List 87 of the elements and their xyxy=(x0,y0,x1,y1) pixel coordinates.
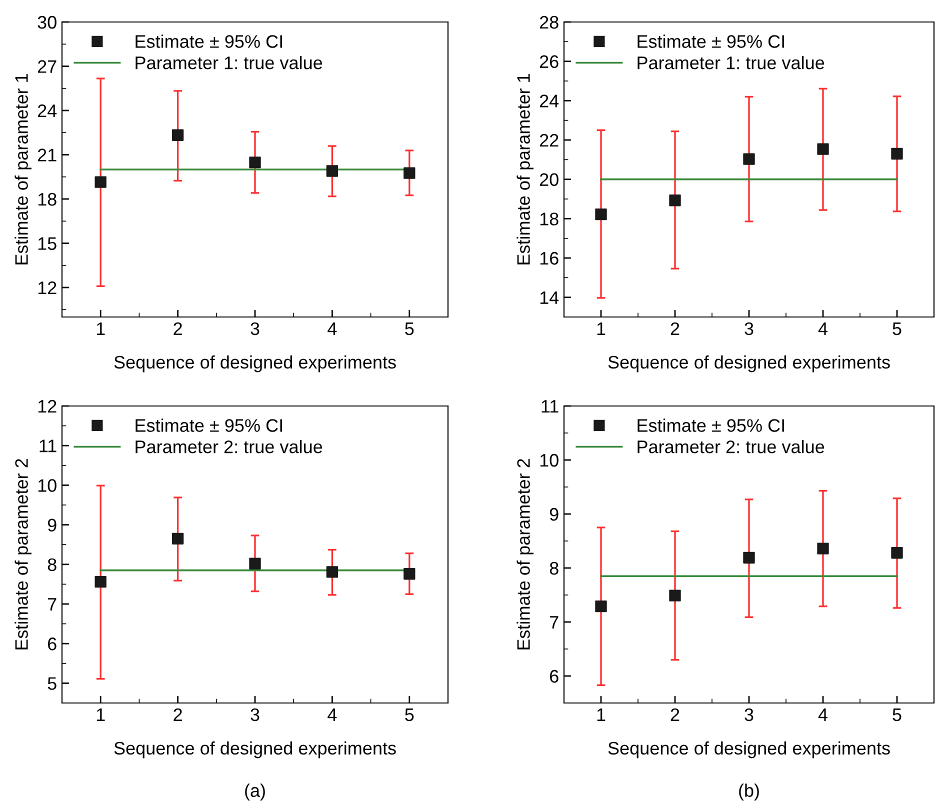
point xyxy=(817,542,829,554)
x-axis-title: Sequence of designed experiments xyxy=(114,741,396,758)
y-tick-label: 24 xyxy=(540,94,559,108)
point xyxy=(743,153,755,165)
point xyxy=(326,165,338,177)
y-tick-label: 16 xyxy=(540,252,558,265)
y-axis-title: Estimate of parameter 2 xyxy=(14,459,32,650)
y-axis-title: Estimate of parameter 1 xyxy=(14,74,32,264)
point xyxy=(891,547,903,559)
x-tick-label: 3 xyxy=(744,322,754,336)
y-tick-label: 7 xyxy=(48,598,56,611)
y-tick-label: 12 xyxy=(38,281,56,294)
y-tick-label: 6 xyxy=(550,670,558,683)
legend-label: Estimate ± 95% CI xyxy=(638,34,784,48)
y-tick-label: 9 xyxy=(550,508,558,521)
y-tick-label: 27 xyxy=(38,60,56,73)
point xyxy=(404,568,416,580)
point xyxy=(817,143,829,155)
y-tick-label: 12 xyxy=(38,400,56,413)
x-tick-label: 2 xyxy=(670,322,680,335)
x-tick-label: 5 xyxy=(892,708,902,722)
point xyxy=(891,148,903,160)
y-tick-label: 10 xyxy=(38,479,56,492)
y-tick-label: 9 xyxy=(48,518,56,532)
y-tick-label: 22 xyxy=(540,134,558,147)
y-tick-label: 8 xyxy=(48,558,56,572)
x-tick-label: 5 xyxy=(405,708,414,722)
x-tick-label: 1 xyxy=(597,708,606,721)
text: (a) xyxy=(245,784,265,801)
legend-label: Estimate ± 95% CI xyxy=(136,418,282,432)
y-tick-label: 6 xyxy=(48,638,56,650)
y-tick-label: 7 xyxy=(550,616,558,629)
y-tick-label: 24 xyxy=(38,104,57,118)
x-tick-label: 3 xyxy=(744,708,754,722)
legend-label: Estimate ± 95% CI xyxy=(136,34,282,48)
x-tick-label: 1 xyxy=(597,322,606,335)
y-tick-label: 14 xyxy=(540,291,559,304)
y-tick-label: 28 xyxy=(540,16,558,29)
y-tick-label: 11 xyxy=(542,400,558,413)
x-tick-label: 1 xyxy=(96,708,105,721)
x-tick-label: 3 xyxy=(250,708,260,722)
x-tick-label: 5 xyxy=(405,322,414,336)
x-tick-label: 5 xyxy=(892,322,902,336)
text: (b) xyxy=(739,784,759,801)
x-tick-label: 4 xyxy=(818,708,828,721)
y-axis-title: Estimate of parameter 2 xyxy=(516,459,534,650)
y-tick-label: 8 xyxy=(550,562,558,575)
x-tick-label: 3 xyxy=(250,322,260,336)
point xyxy=(249,156,261,168)
point xyxy=(172,129,184,141)
x-tick-label: 2 xyxy=(174,322,182,335)
legend-label: Parameter 2: true value xyxy=(136,440,322,454)
point xyxy=(595,600,607,612)
point xyxy=(94,576,106,588)
y-tick-label: 10 xyxy=(540,454,558,467)
legend-label: Parameter 2: true value xyxy=(638,440,824,454)
y-tick-label: 30 xyxy=(38,16,56,29)
y-tick-label: 21 xyxy=(38,148,56,162)
point xyxy=(743,552,755,564)
legend-label: Estimate ± 95% CI xyxy=(638,418,784,432)
point xyxy=(669,590,681,602)
point xyxy=(669,194,681,206)
x-axis-title: Sequence of designed experiments xyxy=(114,355,396,372)
point xyxy=(595,208,607,220)
x-tick-label: 4 xyxy=(328,322,337,335)
point xyxy=(172,532,184,545)
x-tick-label: 2 xyxy=(670,708,680,721)
point xyxy=(249,558,261,570)
point xyxy=(326,566,338,578)
x-tick-label: 4 xyxy=(328,708,337,721)
y-tick-label: 18 xyxy=(38,192,56,206)
point xyxy=(94,176,106,188)
y-axis-title: Estimate of parameter 1 xyxy=(516,74,534,264)
x-axis-title: Sequence of designed experiments xyxy=(608,355,890,372)
legend-label: Parameter 1: true value xyxy=(136,56,322,70)
legend-label: Parameter 1: true value xyxy=(638,56,824,70)
x-tick-label: 4 xyxy=(818,322,828,335)
y-tick-label: 15 xyxy=(38,237,56,250)
y-tick-label: 5 xyxy=(48,677,56,690)
x-axis-title: Sequence of designed experiments xyxy=(608,741,890,758)
x-tick-label: 2 xyxy=(174,708,182,721)
y-tick-label: 18 xyxy=(540,212,558,226)
x-tick-label: 1 xyxy=(96,322,105,335)
point xyxy=(404,167,416,179)
y-tick-label: 11 xyxy=(40,440,56,452)
y-tick-label: 20 xyxy=(540,173,558,186)
y-tick-label: 26 xyxy=(540,55,558,68)
